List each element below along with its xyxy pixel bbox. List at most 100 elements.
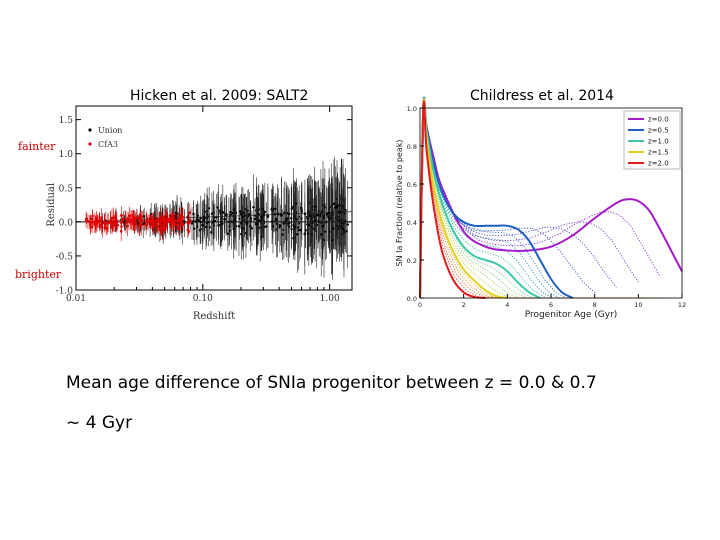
union-point	[308, 214, 312, 217]
union-point	[252, 206, 255, 209]
cfa3-point	[114, 218, 118, 221]
cfa3-point	[89, 222, 93, 226]
union-point	[241, 215, 245, 219]
left-y-tick-label: -0.5	[56, 252, 74, 262]
union-point	[276, 212, 280, 215]
union-point	[183, 220, 186, 223]
union-point	[207, 207, 211, 210]
union-point	[263, 210, 267, 214]
legend-label-z-0-0: z=0.0	[648, 116, 669, 124]
cfa3-point	[133, 223, 137, 227]
right-y-axis-label: SN Ia Fraction (relative to peak)	[395, 140, 404, 267]
cfa3-point	[111, 216, 115, 220]
union-point	[324, 230, 327, 233]
cfa3-point	[84, 218, 88, 222]
union-point	[332, 227, 335, 230]
union-point	[231, 212, 234, 215]
union-point	[225, 213, 228, 216]
union-point	[274, 217, 278, 221]
union-point	[203, 216, 206, 219]
cfa3-point	[106, 221, 110, 225]
interpolated-curve	[419, 110, 638, 299]
union-point	[300, 206, 303, 210]
union-point	[217, 224, 220, 227]
union-point	[342, 231, 345, 234]
union-point	[290, 217, 293, 220]
union-point	[274, 207, 277, 211]
left-x-tick-label: 0.10	[193, 294, 213, 304]
right-x-axis-label: Progenitor Age (Gyr)	[525, 310, 618, 320]
union-point	[284, 217, 288, 220]
cfa3-point	[186, 228, 190, 232]
union-point	[205, 221, 208, 225]
union-point	[346, 223, 349, 226]
union-point	[244, 231, 248, 235]
union-point	[297, 226, 300, 229]
cfa3-point	[135, 216, 139, 220]
left-y-tick-label: 1.0	[59, 150, 74, 160]
left-plot-frame	[75, 105, 353, 291]
union-point	[310, 233, 314, 236]
union-point	[281, 233, 284, 236]
right-x-tick-label: 4	[505, 301, 509, 309]
legend-label-union: Union	[98, 126, 122, 135]
union-point	[341, 222, 344, 225]
cfa3-point	[99, 216, 103, 219]
union-point	[212, 216, 215, 219]
union-point	[192, 227, 196, 231]
union-point	[212, 220, 215, 224]
union-point	[219, 220, 223, 223]
union-point	[223, 218, 226, 221]
union-point	[271, 225, 275, 228]
left-y-axis-label: Residual	[46, 183, 57, 227]
union-point	[250, 227, 254, 230]
cfa3-point	[157, 220, 161, 224]
union-point	[240, 212, 243, 216]
cfa3-point	[150, 224, 154, 227]
union-point	[249, 217, 252, 220]
cfa3-point	[139, 223, 143, 226]
cfa3-point	[154, 220, 157, 223]
union-point	[187, 216, 190, 220]
cfa3-point	[144, 223, 147, 227]
union-point	[293, 225, 297, 229]
legend-label-z-1-0: z=1.0	[648, 138, 669, 146]
cfa3-point	[164, 223, 167, 227]
right-x-tick-label: 6	[549, 301, 553, 309]
union-point	[262, 214, 265, 217]
union-point	[259, 219, 262, 222]
cfa3-point	[159, 227, 162, 231]
cfa3-point	[151, 219, 154, 223]
left-y-tick-label: -1.0	[56, 287, 74, 297]
left-x-axis-label: Redshift	[193, 311, 235, 322]
union-point	[325, 213, 329, 216]
interpolated-curve	[419, 109, 630, 299]
cfa3-point	[126, 217, 130, 220]
series-line-z-2-0	[419, 100, 486, 299]
union-point	[255, 222, 259, 226]
union-point	[266, 214, 270, 218]
union-point	[344, 220, 347, 223]
union-point	[270, 220, 274, 223]
union-point	[239, 210, 242, 213]
cfa3-point	[178, 218, 182, 222]
cfa3-point	[96, 220, 100, 224]
union-point	[228, 229, 231, 232]
union-point	[196, 214, 199, 217]
union-point	[232, 227, 235, 231]
union-point	[215, 216, 218, 219]
legend-label-z-1-5: z=1.5	[648, 149, 669, 157]
union-point	[314, 205, 317, 209]
right-x-tick-label: 2	[462, 301, 466, 309]
union-point	[245, 221, 248, 224]
union-point	[273, 213, 276, 216]
union-point	[321, 224, 325, 228]
union-point	[292, 224, 295, 227]
union-point	[201, 223, 204, 227]
cfa3-point	[170, 219, 173, 223]
union-point	[190, 222, 194, 225]
union-point	[232, 208, 236, 211]
union-point	[276, 222, 279, 226]
interpolated-curve	[419, 117, 617, 299]
union-point	[253, 217, 257, 221]
